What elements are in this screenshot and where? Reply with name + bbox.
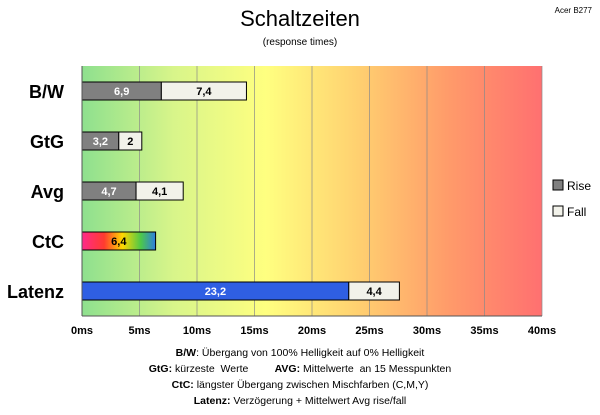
note-bw-key: B/W	[175, 347, 197, 359]
x-tick-label: 40ms	[528, 325, 556, 337]
x-axis: 0ms 5ms 10ms 15ms 20ms 25ms 30ms 35ms 40ms	[71, 66, 556, 337]
note-bw-text: : Übergang von 100% Helligkeit auf 0% He…	[196, 347, 425, 359]
bar-fall	[135, 181, 184, 201]
legend-swatch	[552, 179, 564, 191]
bar-fall	[118, 131, 143, 151]
note-latenz: Latenz: Verzögerung + Mittelwert Avg ris…	[0, 393, 600, 409]
bars: 6,9 7,4 3,2 2 4,7 4,1 6,4 23,2 4,4	[81, 81, 400, 301]
chart-subtitle: (response times)	[262, 37, 338, 48]
footnotes: B/W: Übergang von 100% Helligkeit auf 0%…	[0, 345, 600, 409]
gridlines	[81, 66, 543, 316]
x-tick-label: 20ms	[298, 325, 326, 337]
bar-label-rise: 3,2	[93, 136, 108, 148]
x-tick-label: 35ms	[470, 325, 498, 337]
legend-label: Rise	[567, 179, 591, 193]
bar-label-rise: 6,9	[114, 86, 129, 98]
note-latenz-key: Latenz:	[193, 395, 231, 407]
category-label: Avg	[31, 182, 64, 202]
chart-title: Schaltzeiten	[240, 6, 360, 31]
note-avg-text: Mittelwerte an 15 Messpunkten	[300, 363, 452, 375]
category-label: Latenz	[7, 282, 64, 302]
bar-label-rise: 4,7	[101, 186, 116, 198]
category-label: CtC	[32, 232, 64, 252]
legend: Rise Fall	[552, 179, 591, 219]
bar-label-fall: 4,1	[152, 186, 167, 198]
legend-label: Fall	[567, 205, 586, 219]
bar-fall	[160, 81, 247, 101]
bar-fall	[348, 281, 400, 301]
note-ctc: CtC: längster Übergang zwischen Mischfar…	[0, 377, 600, 393]
note-gtg-avg: GtG: kürzeste Werte AVG: Mittelwerte an …	[0, 361, 600, 377]
x-tick-label: 25ms	[355, 325, 383, 337]
note-avg-key: AVG:	[274, 363, 301, 375]
x-tick-label: 15ms	[240, 325, 268, 337]
note-bw: B/W: Übergang von 100% Helligkeit auf 0%…	[0, 345, 600, 361]
note-ctc-text: längster Übergang zwischen Mischfarben (…	[193, 379, 429, 391]
bar-label-fall: 2	[127, 136, 133, 148]
bar-label-fall: 7,4	[196, 86, 212, 98]
y-axis: B/W GtG Avg CtC Latenz	[7, 82, 64, 302]
bar-label-fall: 4,4	[366, 286, 382, 298]
monitor-model-label: Acer B277	[554, 6, 592, 15]
note-gtg-key: GtG:	[148, 363, 173, 375]
category-label: B/W	[29, 82, 64, 102]
bar-label-rise: 23,2	[205, 286, 226, 298]
note-latenz-text: Verzögerung + Mittelwert Avg rise/fall	[230, 395, 407, 407]
x-tick-label: 30ms	[413, 325, 441, 337]
x-tick-label: 0ms	[71, 325, 93, 337]
category-label: GtG	[30, 132, 64, 152]
legend-swatch	[552, 205, 564, 217]
x-tick-label: 5ms	[128, 325, 150, 337]
x-tick-label: 10ms	[183, 325, 211, 337]
note-gtg-text: kürzeste Werte	[172, 363, 275, 375]
note-ctc-key: CtC:	[171, 379, 194, 391]
bar-label-rise: 6,4	[111, 236, 127, 248]
